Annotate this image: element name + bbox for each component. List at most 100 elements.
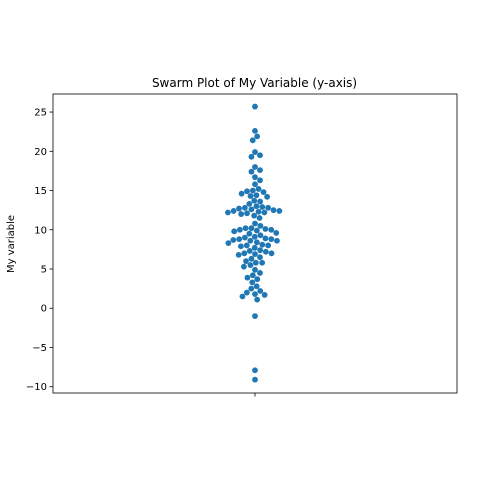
swarm-point: [268, 236, 275, 243]
y-axis-ticks: −10 −5 0 5 10 15 20 25: [26, 108, 53, 393]
swarm-point: [252, 266, 258, 273]
swarm-point: [273, 230, 280, 236]
swarm-point: [248, 285, 255, 292]
swarm-point: [231, 228, 238, 235]
swarm-point: [253, 227, 260, 234]
swarm-point: [265, 204, 272, 211]
swarm-point: [270, 207, 277, 214]
swarm-point: [238, 243, 244, 250]
swarm-point: [257, 198, 264, 205]
swarm-point: [239, 293, 246, 300]
swarm-point: [243, 258, 249, 265]
plot-area-frame: [52, 93, 458, 394]
swarm-point: [253, 239, 260, 246]
swarm-point: [248, 153, 255, 160]
swarm-point: [252, 164, 258, 170]
swarm-point: [259, 204, 266, 210]
swarm-point: [260, 189, 267, 195]
swarm-point: [262, 226, 269, 232]
swarm-point: [225, 240, 232, 247]
swarm-point: [236, 236, 243, 243]
y-tick-label: −10: [26, 382, 47, 393]
swarm-point: [252, 103, 258, 110]
swarm-point: [255, 186, 262, 192]
swarm-point: [257, 270, 263, 276]
swarm-point: [252, 174, 258, 181]
swarm-point: [253, 203, 260, 210]
swarm-points: [225, 103, 283, 383]
swarm-point: [254, 296, 261, 303]
swarm-point: [241, 204, 248, 211]
swarm-point: [243, 289, 250, 296]
swarm-point: [262, 235, 269, 242]
swarm-point: [261, 209, 268, 216]
swarm-point: [257, 288, 264, 294]
swarm-point: [257, 247, 264, 254]
swarm-point: [254, 133, 261, 140]
swarm-point: [257, 254, 263, 261]
swarm-point: [254, 276, 261, 283]
swarm-point: [246, 200, 253, 207]
swarm-point: [241, 250, 248, 257]
swarm-point: [252, 181, 258, 188]
swarm-point: [249, 272, 256, 279]
y-tick-label: 25: [34, 108, 47, 119]
swarm-point: [252, 149, 258, 155]
swarm-point: [265, 242, 272, 249]
swarm-point: [247, 237, 254, 244]
swarm-point: [230, 237, 237, 243]
swarm-point: [246, 248, 253, 254]
swarm-point: [248, 225, 255, 232]
swarm-point: [252, 313, 258, 319]
swarm-point: [252, 259, 259, 266]
y-tick-label: 0: [41, 304, 47, 315]
swarm-point: [251, 212, 258, 219]
swarm-point: [248, 168, 255, 175]
chart-title: Swarm Plot of My Variable (y-axis): [152, 76, 357, 90]
swarm-point: [252, 220, 258, 227]
swarm-point: [252, 367, 258, 374]
swarm-point: [241, 234, 248, 241]
swarm-point: [240, 263, 247, 270]
swarm-point: [276, 208, 283, 214]
swarm-point: [235, 251, 242, 258]
swarm-point: [255, 208, 262, 215]
swarm-point: [236, 226, 243, 233]
swarm-point: [259, 259, 266, 266]
swarm-point: [249, 279, 256, 286]
swarm-point: [238, 190, 245, 197]
swarm-point: [252, 376, 258, 383]
swarm-point: [242, 225, 249, 232]
swarm-point: [230, 208, 237, 214]
swarm-point: [248, 255, 255, 262]
y-tick-label: 10: [34, 225, 47, 236]
swarm-point: [252, 291, 258, 298]
swarm-point: [257, 177, 263, 184]
swarm-point: [251, 244, 258, 251]
swarm-point: [243, 242, 250, 249]
swarm-point: [251, 233, 258, 240]
swarm-point: [249, 137, 256, 144]
swarm-point: [244, 188, 250, 195]
swarm-point: [257, 232, 264, 239]
swarm-point: [244, 210, 250, 217]
swarm-point: [244, 274, 251, 281]
y-tick-label: 5: [41, 265, 47, 276]
swarm-point: [264, 193, 271, 200]
swarm-point: [259, 241, 266, 248]
swarm-point: [261, 292, 268, 298]
swarm-point: [262, 248, 269, 255]
swarm-point: [252, 127, 258, 134]
swarm-point: [236, 205, 242, 212]
swarm-point: [268, 250, 275, 257]
y-tick-label: 20: [34, 147, 47, 158]
swarm-point: [225, 209, 231, 216]
swarm-point: [253, 192, 260, 199]
swarm-point: [246, 230, 253, 237]
swarm-point: [247, 262, 254, 268]
swarm-point: [256, 215, 263, 221]
swarm-point: [251, 197, 258, 204]
y-tick-label: 15: [34, 186, 47, 197]
swarm-point: [257, 222, 264, 229]
